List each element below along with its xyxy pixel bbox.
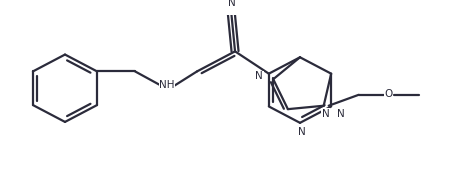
- Text: N: N: [228, 0, 235, 8]
- Text: N: N: [255, 72, 262, 82]
- Text: N: N: [336, 109, 344, 119]
- Text: N: N: [298, 127, 305, 137]
- Text: N: N: [321, 109, 329, 119]
- Text: O: O: [384, 89, 392, 99]
- Text: NH: NH: [159, 80, 175, 90]
